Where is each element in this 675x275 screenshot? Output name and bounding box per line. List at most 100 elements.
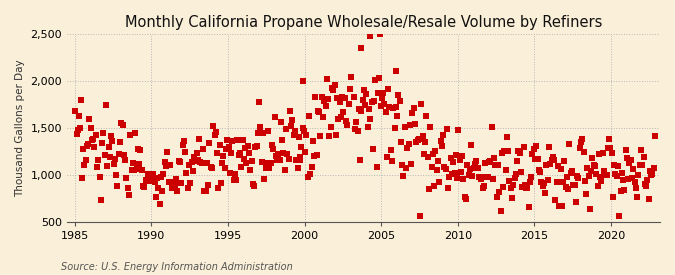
Point: [227, 138, 238, 143]
Point: [132, 147, 143, 151]
Point: [610, 172, 621, 177]
Point: [191, 151, 202, 155]
Point: [483, 160, 494, 164]
Point: [333, 117, 344, 122]
Point: [420, 139, 431, 144]
Point: [74, 114, 84, 118]
Point: [358, 88, 369, 92]
Point: [587, 156, 598, 161]
Point: [414, 213, 425, 218]
Point: [72, 128, 83, 132]
Point: [643, 197, 654, 202]
Point: [463, 172, 474, 177]
Point: [393, 93, 404, 97]
Point: [131, 167, 142, 172]
Point: [159, 160, 170, 164]
Point: [278, 150, 289, 155]
Point: [510, 172, 521, 177]
Point: [168, 185, 179, 190]
Point: [460, 196, 471, 201]
Point: [199, 189, 210, 194]
Point: [142, 172, 153, 176]
Point: [424, 187, 435, 191]
Point: [95, 198, 106, 202]
Point: [632, 194, 643, 199]
Point: [238, 157, 249, 161]
Point: [637, 163, 647, 167]
Point: [157, 188, 167, 193]
Point: [145, 172, 156, 177]
Point: [416, 101, 427, 106]
Point: [329, 82, 340, 87]
Point: [412, 138, 423, 142]
Point: [602, 145, 613, 150]
Point: [531, 143, 541, 148]
Point: [401, 166, 412, 170]
Point: [327, 86, 338, 90]
Point: [287, 118, 298, 122]
Point: [502, 134, 512, 139]
Point: [99, 153, 110, 157]
Point: [472, 166, 483, 170]
Point: [391, 69, 402, 74]
Point: [324, 134, 335, 139]
Point: [271, 158, 282, 163]
Point: [601, 173, 612, 177]
Point: [551, 180, 562, 185]
Point: [532, 157, 543, 161]
Point: [84, 116, 95, 121]
Point: [434, 180, 445, 185]
Point: [529, 147, 539, 152]
Point: [222, 138, 233, 142]
Point: [76, 176, 87, 180]
Point: [457, 154, 468, 158]
Point: [148, 172, 159, 176]
Point: [321, 77, 332, 81]
Point: [263, 128, 273, 133]
Point: [224, 170, 235, 175]
Point: [351, 120, 362, 124]
Point: [242, 144, 253, 148]
Point: [636, 148, 647, 153]
Point: [328, 88, 339, 93]
Point: [204, 141, 215, 145]
Point: [497, 185, 508, 189]
Point: [620, 148, 631, 152]
Point: [89, 145, 100, 150]
Point: [493, 162, 504, 167]
Point: [553, 164, 564, 169]
Point: [476, 177, 487, 182]
Point: [496, 151, 507, 155]
Point: [97, 141, 107, 145]
Point: [549, 158, 560, 162]
Point: [212, 151, 223, 156]
Point: [252, 131, 263, 135]
Point: [647, 172, 658, 177]
Point: [360, 103, 371, 108]
Point: [319, 99, 329, 103]
Point: [585, 206, 595, 211]
Point: [380, 110, 391, 115]
Point: [562, 175, 572, 180]
Point: [516, 170, 526, 174]
Point: [435, 139, 446, 144]
Point: [537, 184, 548, 188]
Point: [128, 160, 138, 165]
Point: [447, 172, 458, 176]
Point: [310, 95, 321, 99]
Point: [275, 120, 286, 125]
Point: [95, 175, 105, 180]
Point: [334, 99, 345, 104]
Point: [294, 135, 304, 139]
Point: [295, 155, 306, 160]
Point: [418, 152, 429, 156]
Point: [614, 214, 624, 218]
Point: [165, 180, 176, 184]
Point: [142, 179, 153, 184]
Point: [320, 104, 331, 108]
Point: [230, 172, 240, 177]
Point: [163, 180, 174, 184]
Point: [331, 133, 342, 137]
Point: [403, 142, 414, 146]
Point: [546, 158, 557, 163]
